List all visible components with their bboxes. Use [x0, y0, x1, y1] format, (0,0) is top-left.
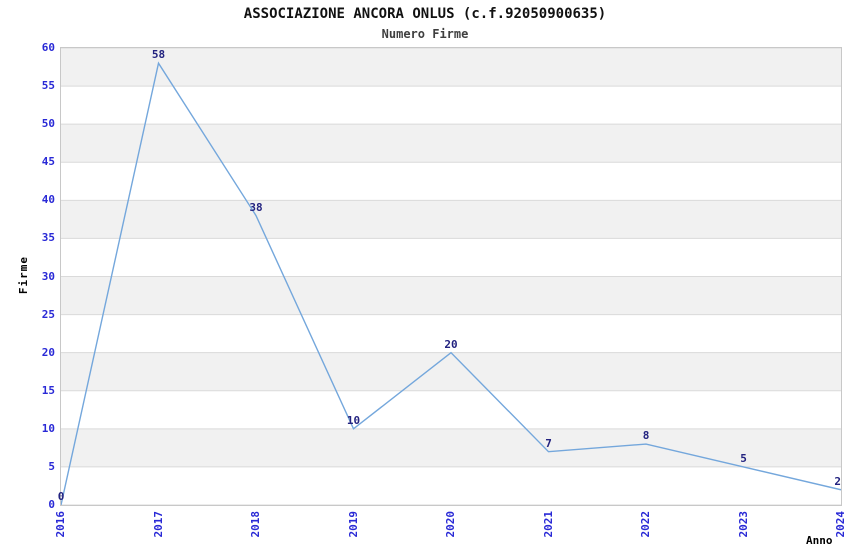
background-band [61, 200, 841, 239]
series-line [61, 61, 841, 505]
y-tick-label: 60 [41, 41, 55, 54]
y-tick-label: 25 [41, 307, 55, 321]
chart-subtitle: Numero Firme [381, 27, 469, 41]
y-tick-label: 15 [41, 383, 55, 397]
point-value-label: 20 [444, 337, 458, 351]
background-band [61, 48, 841, 87]
point-value-label: 7 [545, 436, 552, 450]
point-value-label: 5 [740, 451, 747, 465]
x-tick-label: 2019 [346, 511, 360, 538]
background-band [61, 428, 841, 467]
x-tick-label: 2023 [736, 511, 750, 538]
y-tick-label: 40 [41, 193, 55, 207]
x-tick-label: 2018 [249, 511, 262, 538]
background-band [61, 276, 841, 315]
x-tick-label: 2021 [541, 511, 555, 538]
y-tick-label: 20 [41, 345, 55, 359]
x-axis-title: Anno [806, 534, 833, 547]
background-band [61, 162, 841, 201]
y-tick-label: 35 [41, 231, 55, 245]
x-tick-label: 2017 [151, 511, 165, 538]
background-band [61, 124, 841, 163]
plot-area: 0 58 38 10 20 7 8 5 2 [57, 47, 842, 506]
y-tick-label: 0 [48, 498, 55, 511]
x-tick-label: 2022 [639, 511, 652, 538]
y-tick-label: 10 [41, 421, 55, 435]
point-value-label: 38 [249, 200, 263, 214]
y-tick-label: 55 [41, 79, 55, 93]
x-tick-label: 2020 [444, 511, 457, 538]
background-band [61, 352, 841, 391]
point-value-label: 8 [642, 429, 650, 443]
chart-canvas [61, 48, 841, 505]
point-value-label: 58 [151, 48, 166, 62]
point-value-label: 2 [834, 474, 841, 488]
background-band [61, 390, 841, 429]
background-band [61, 466, 841, 505]
y-tick-label: 45 [41, 155, 55, 169]
y-tick-label: 50 [41, 117, 55, 131]
background-band [61, 86, 841, 125]
x-tick-label: 2016 [54, 511, 67, 538]
y-tick-label: 30 [41, 269, 55, 283]
chart-title: ASSOCIAZIONE ANCORA ONLUS (c.f.920509006… [243, 6, 607, 22]
x-tick-label: 2024 [834, 511, 847, 538]
point-value-label: 10 [346, 413, 361, 427]
y-tick-label: 5 [48, 459, 55, 473]
point-value-label: 0 [57, 490, 65, 503]
background-band [61, 314, 841, 353]
background-band [61, 238, 841, 277]
